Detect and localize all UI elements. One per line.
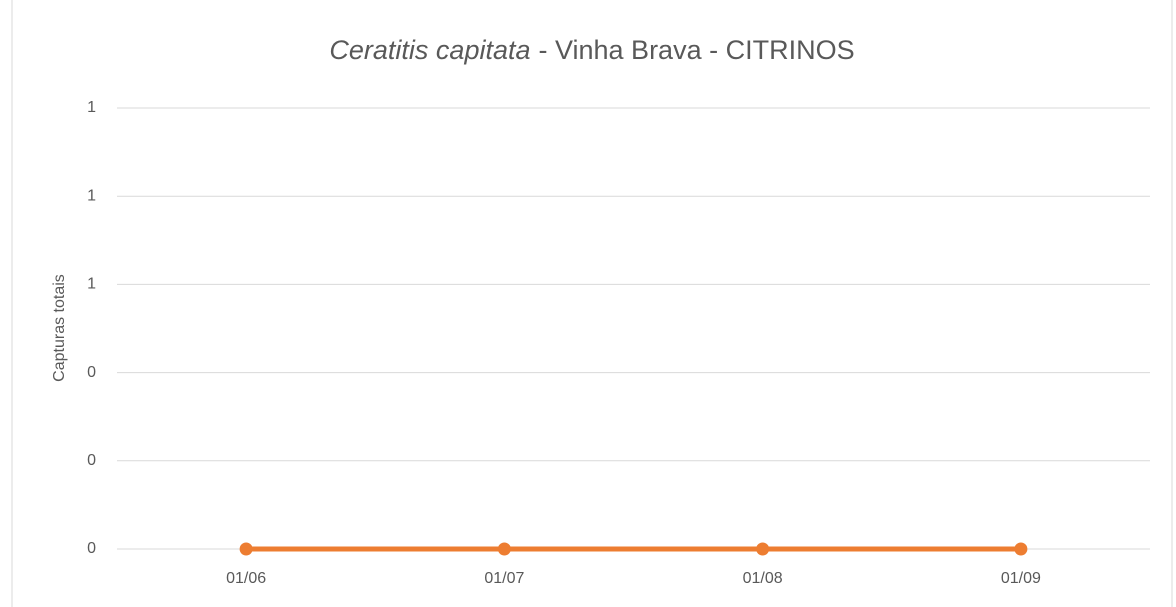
x-tick-label: 01/07 xyxy=(484,570,524,587)
chart-border xyxy=(11,0,1173,607)
y-tick-label: 1 xyxy=(87,276,96,293)
y-tick-label: 0 xyxy=(87,540,96,557)
data-point xyxy=(239,542,253,556)
y-axis-label: Capturas totais xyxy=(51,274,68,382)
title-species: Ceratitis capitata xyxy=(329,35,530,65)
data-point xyxy=(497,542,511,556)
x-tick-label: 01/06 xyxy=(226,570,266,587)
x-tick-label: 01/09 xyxy=(1001,570,1041,587)
y-tick-label: 1 xyxy=(87,99,96,116)
y-tick-label: 1 xyxy=(87,187,96,204)
data-point xyxy=(756,542,770,556)
y-tick-label: 0 xyxy=(87,364,96,381)
chart-title: Ceratitis capitata - Vinha Brava - CITRIN… xyxy=(329,35,854,65)
y-tick-label: 0 xyxy=(87,452,96,469)
x-tick-label: 01/08 xyxy=(743,570,783,587)
data-point xyxy=(1014,542,1028,556)
title-rest: - Vinha Brava - CITRINOS xyxy=(539,35,855,65)
